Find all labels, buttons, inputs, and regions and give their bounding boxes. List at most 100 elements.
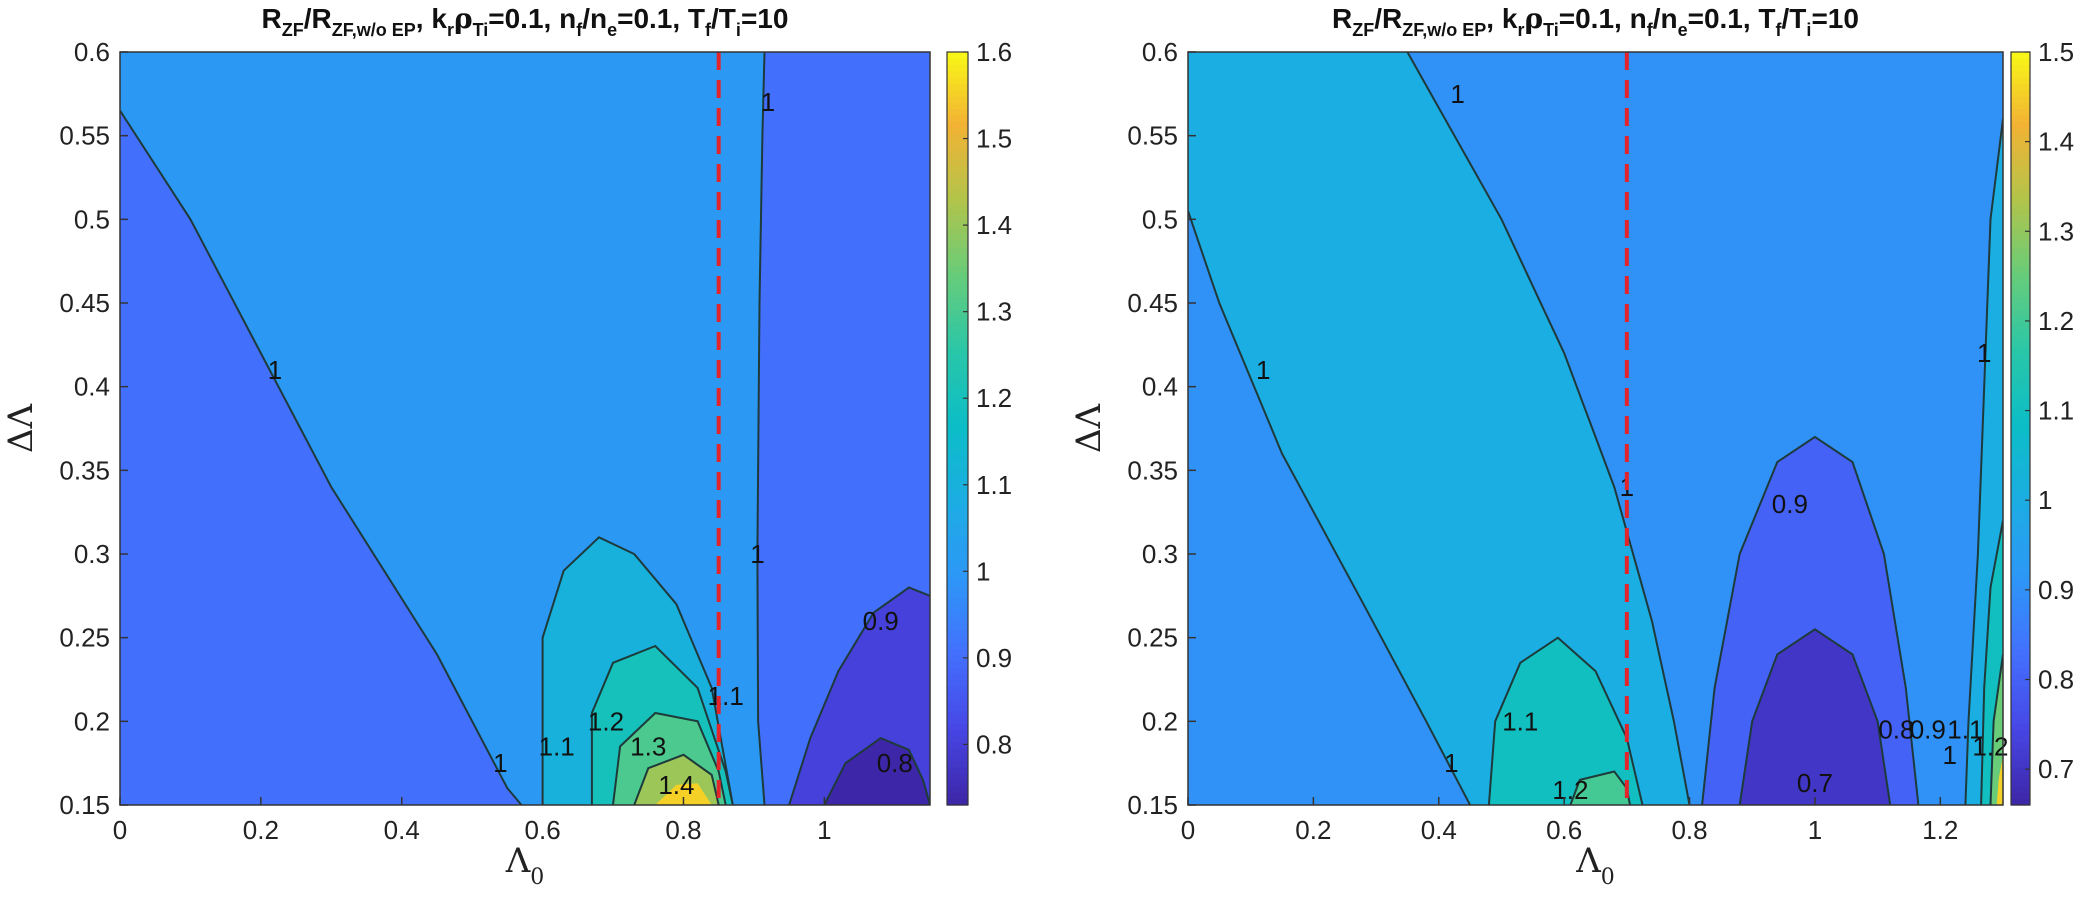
left-colorbar-segment — [947, 70, 968, 78]
right-colorbar-tick-label: 1.1 — [2038, 396, 2074, 426]
left-contour-label-0: 1 — [268, 355, 282, 385]
right-colorbar-segment — [2011, 164, 2030, 172]
right-contour-line-0 — [1188, 210, 1471, 805]
right-colorbar-segment — [2011, 296, 2030, 304]
left-colorbar-segment — [947, 221, 968, 229]
right-x-axis-label: Λ0 — [1575, 841, 1615, 890]
left-colorbar-segment — [947, 610, 968, 618]
left-colorbar-segment — [947, 484, 968, 492]
left-colorbar-segment — [947, 403, 968, 411]
left-contour-label-4: 1.1 — [539, 731, 575, 761]
right-colorbar-segment — [2011, 121, 2030, 128]
right-colorbar-segment — [2011, 773, 2030, 781]
right-colorbar-segment — [2011, 554, 2030, 561]
right-colorbar-segment — [2011, 372, 2030, 379]
right-colorbar-segment — [2011, 522, 2030, 530]
left-contour-label-6: 1.2 — [588, 706, 624, 736]
right-colorbar-segment — [2011, 447, 2030, 455]
right-y-tick-label: 0.6 — [1142, 37, 1178, 67]
left-colorbar-segment — [947, 735, 968, 743]
right-y-tick-label: 0.25 — [1127, 623, 1178, 653]
right-colorbar — [2010, 51, 2031, 806]
left-region-0 — [120, 110, 522, 805]
left-colorbar-segment — [947, 334, 968, 342]
right-colorbar-segment — [2011, 484, 2030, 492]
left-colorbar-segment — [947, 528, 968, 536]
right-colorbar-segment — [2011, 259, 2030, 266]
right-y-tick-label: 0.35 — [1127, 455, 1178, 485]
right-colorbar-segment — [2011, 102, 2030, 110]
right-colorbar-segment — [2011, 58, 2030, 66]
right-colorbar-segment — [2011, 434, 2030, 442]
left-colorbar-tick-label: 1.4 — [976, 210, 1012, 240]
right-colorbar-segment — [2011, 409, 2030, 417]
right-x-tick-label: 1.2 — [1922, 815, 1958, 845]
right-colorbar-tick-label: 1.4 — [2038, 127, 2074, 157]
left-y-tick-label: 0.45 — [59, 288, 110, 318]
right-contour-label-7: 1.2 — [1552, 775, 1588, 805]
right-colorbar-segment — [2011, 340, 2030, 348]
left-colorbar-segment — [947, 585, 968, 593]
right-colorbar-segment — [2011, 384, 2030, 392]
left-colorbar-segment — [947, 641, 968, 649]
left-contour-line-3 — [788, 586, 930, 805]
right-colorbar-segment — [2011, 114, 2030, 122]
left-colorbar-tick-label: 1.3 — [976, 297, 1012, 327]
right-colorbar-tick-label: 0.9 — [2038, 575, 2074, 605]
right-y-tick-label: 0.15 — [1127, 790, 1178, 820]
right-colorbar-segment — [2011, 328, 2030, 335]
right-colorbar-segment — [2011, 491, 2030, 499]
left-colorbar-tick-label: 0.8 — [976, 729, 1012, 759]
right-colorbar-segment — [2011, 52, 2030, 59]
left-colorbar-segment — [947, 146, 968, 153]
left-colorbar-segment — [947, 108, 968, 116]
left-colorbar-segment — [947, 422, 968, 430]
right-colorbar-segment — [2011, 321, 2030, 329]
left-colorbar-segment — [947, 233, 968, 241]
right-region-3 — [1488, 637, 1643, 805]
left-colorbar-segment — [947, 748, 968, 756]
right-colorbar-segment — [2011, 334, 2030, 342]
left-colorbar-segment — [947, 83, 968, 91]
right-colorbar-segment — [2011, 233, 2030, 241]
right-colorbar-segment — [2011, 177, 2030, 185]
right-colorbar-segment — [2011, 202, 2030, 210]
right-colorbar-segment — [2011, 428, 2030, 436]
left-colorbar-segment — [947, 761, 968, 768]
right-colorbar-segment — [2011, 139, 2030, 147]
left-x-tick-label: 0 — [113, 815, 127, 845]
right-colorbar-segment — [2011, 792, 2030, 800]
left-colorbar-segment — [947, 491, 968, 499]
right-colorbar-segment — [2011, 528, 2030, 536]
left-colorbar-segment — [947, 510, 968, 517]
right-contour-line-2 — [1964, 118, 2003, 805]
left-colorbar-segment — [947, 685, 968, 693]
left-colorbar-segment — [947, 409, 968, 417]
left-colorbar-segment — [947, 786, 968, 794]
left-contour-line-4 — [590, 644, 734, 805]
left-colorbar-segment — [947, 441, 968, 448]
left-y-tick-label: 0.3 — [74, 539, 110, 569]
right-colorbar-segment — [2011, 346, 2030, 354]
left-colorbar-segment — [947, 453, 968, 461]
left-colorbar-segment — [947, 397, 968, 404]
left-colorbar-segment — [947, 698, 968, 706]
left-colorbar-segment — [947, 246, 968, 254]
right-colorbar-segment — [2011, 183, 2030, 191]
right-colorbar-segment — [2011, 717, 2030, 725]
left-colorbar-tick-label: 0.9 — [976, 643, 1012, 673]
left-colorbar-segment — [947, 673, 968, 681]
right-chart-title: RZF/RZF,w/o EP, krρTi=0.1, nf/ne=0.1, Tf… — [1332, 2, 1859, 40]
right-colorbar-tick-label: 1.5 — [2038, 37, 2074, 67]
right-colorbar-segment — [2011, 648, 2030, 655]
right-x-tick-label: 0 — [1181, 815, 1195, 845]
right-contour-label-1: 1 — [1256, 355, 1270, 385]
left-colorbar-segment — [947, 133, 968, 141]
right-colorbar-segment — [2011, 610, 2030, 618]
right-colorbar-segment — [2011, 353, 2030, 361]
left-colorbar-segment — [947, 89, 968, 97]
left-x-tick-label: 1 — [817, 815, 831, 845]
right-colorbar-segment — [2011, 798, 2030, 806]
left-colorbar-segment — [947, 171, 968, 179]
left-x-axis-label: Λ0 — [505, 841, 545, 890]
